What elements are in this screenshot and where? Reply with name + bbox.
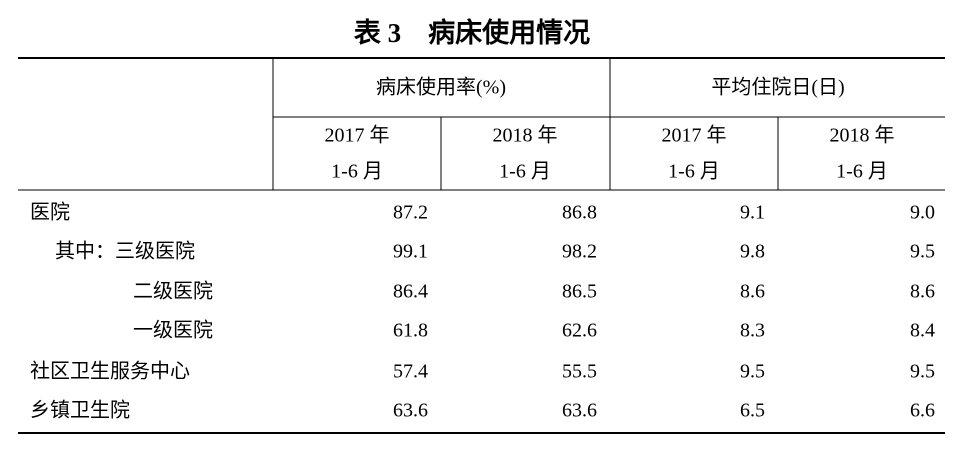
- row-label: 二级医院: [133, 280, 213, 303]
- cell-value: 8.4: [910, 320, 935, 342]
- cell-value: 9.5: [910, 241, 935, 263]
- column-header: 2018 年: [493, 124, 558, 147]
- cell-value: 6.6: [910, 400, 935, 422]
- cell-value: 57.4: [393, 361, 428, 383]
- column-header: 2017 年: [325, 124, 390, 147]
- column-header: 1-6 月: [499, 161, 551, 183]
- column-header: 1-6 月: [836, 161, 888, 183]
- cell-value: 63.6: [562, 400, 597, 422]
- row-label: 其中：三级医院: [55, 240, 195, 263]
- cell-value: 9.0: [910, 202, 935, 224]
- column-header: 2018 年: [830, 124, 895, 147]
- row-label: 社区卫生服务中心: [30, 360, 190, 383]
- cell-value: 9.1: [740, 202, 765, 224]
- cell-value: 9.5: [740, 361, 765, 383]
- cell-value: 86.8: [562, 202, 597, 224]
- cell-value: 55.5: [562, 361, 597, 383]
- row-label: 乡镇卫生院: [30, 399, 130, 422]
- cell-value: 9.5: [910, 361, 935, 383]
- cell-value: 8.6: [910, 281, 935, 303]
- column-header: 1-6 月: [331, 161, 383, 183]
- cell-value: 98.2: [562, 241, 597, 263]
- cell-value: 8.3: [740, 320, 765, 342]
- column-header: 1-6 月: [668, 161, 720, 183]
- cell-value: 86.4: [393, 281, 428, 303]
- row-label: 医院: [30, 201, 70, 224]
- group-header: 平均住院日(日): [711, 76, 844, 99]
- cell-value: 99.1: [393, 241, 428, 263]
- table-title: 表 3 病床使用情况: [354, 17, 590, 48]
- cell-value: 6.5: [740, 400, 765, 422]
- cell-value: 61.8: [393, 320, 428, 342]
- column-header: 2017 年: [662, 124, 727, 147]
- cell-value: 8.6: [740, 281, 765, 303]
- cell-value: 87.2: [393, 202, 428, 224]
- cell-value: 63.6: [393, 400, 428, 422]
- cell-value: 9.8: [740, 241, 765, 263]
- row-label: 一级医院: [133, 319, 213, 342]
- cell-value: 86.5: [562, 281, 597, 303]
- cell-value: 62.6: [562, 320, 597, 342]
- group-header: 病床使用率(%): [376, 76, 506, 99]
